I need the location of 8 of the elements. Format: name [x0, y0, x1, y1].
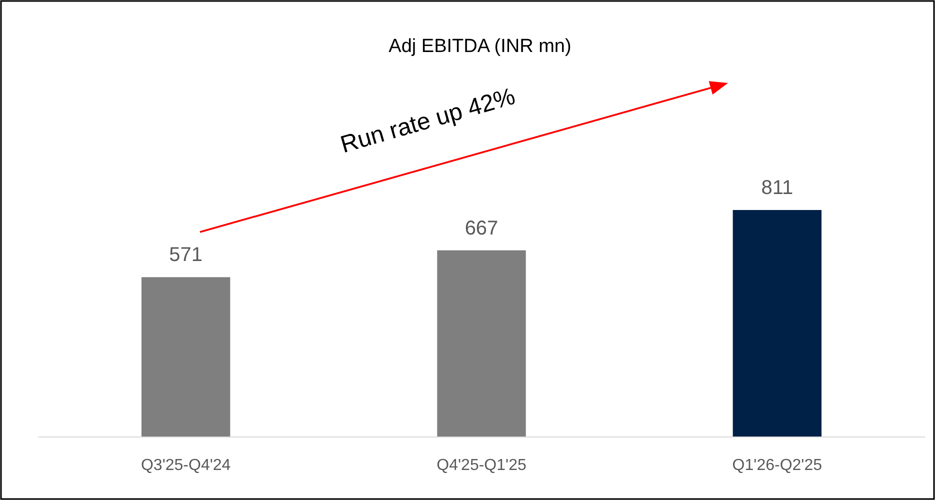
x-tick-label: Q1'26-Q2'25 — [732, 457, 822, 474]
x-tick-label: Q3'25-Q4'24 — [140, 457, 231, 474]
data-label: 667 — [464, 217, 498, 240]
chart-title: Adj EBITDA (INR mn) — [388, 36, 572, 57]
text: Run rate up 42% — [338, 82, 518, 159]
x-tick-label: Q4'25-Q1'25 — [436, 457, 526, 474]
data-label: 811 — [761, 177, 794, 199]
data-label: 571 — [169, 244, 203, 266]
